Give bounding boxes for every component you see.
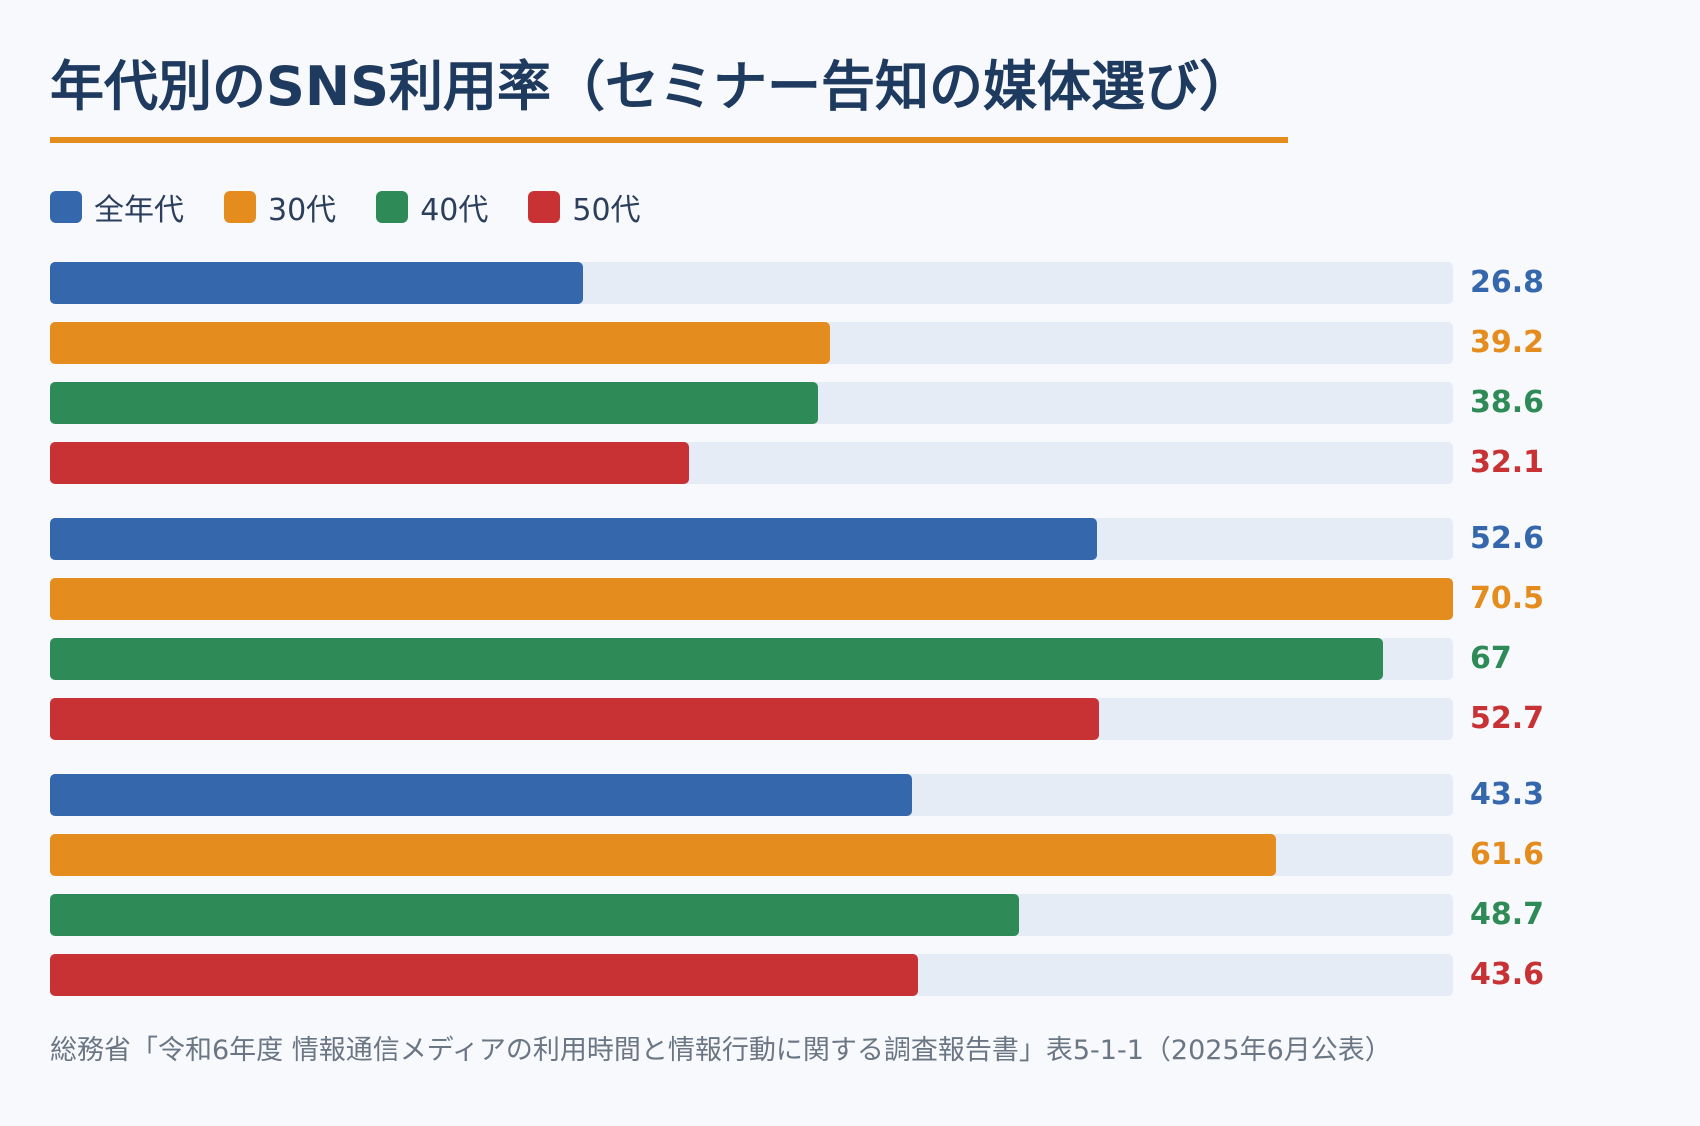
value-label: 67: [1470, 641, 1512, 676]
bar-0-group-0: [50, 262, 584, 304]
bar-2-group-0: [50, 382, 819, 424]
legend-item: 40代: [376, 185, 488, 229]
bar-1-group-2: [50, 834, 1276, 876]
value-label: 43.3: [1470, 777, 1545, 812]
legend-item: 全年代: [50, 185, 184, 229]
value-label: 48.7: [1470, 897, 1545, 932]
legend-swatch: [376, 191, 409, 223]
bar-3-group-2: [50, 954, 918, 996]
value-label: 38.6: [1470, 385, 1545, 420]
legend-label: 40代: [420, 193, 489, 228]
value-label: 43.6: [1470, 957, 1545, 992]
value-label: 39.2: [1470, 325, 1545, 360]
bar-1-group-0: [50, 322, 831, 364]
legend-label: 50代: [572, 193, 641, 228]
bar-1-group-1: [50, 578, 1453, 620]
title-underline: [50, 137, 1288, 143]
legend-swatch: [224, 191, 256, 223]
legend-swatch: [528, 191, 561, 223]
value-label: 52.7: [1470, 701, 1545, 736]
bar-3-group-0: [50, 442, 689, 484]
legend-label: 30代: [268, 193, 337, 228]
value-label: 61.6: [1470, 837, 1545, 872]
legend-item: 30代: [224, 185, 336, 229]
legend: 全年代 30代 40代 50代: [50, 185, 681, 229]
value-label: 26.8: [1470, 265, 1545, 300]
bar-0-group-1: [50, 518, 1097, 560]
bar-3-group-1: [50, 698, 1099, 740]
legend-swatch: [50, 191, 82, 223]
value-label: 32.1: [1470, 445, 1545, 480]
chart-title: 年代別のSNS利用率（セミナー告知の媒体選び）: [50, 55, 1253, 118]
bar-2-group-1: [50, 638, 1384, 680]
legend-label: 全年代: [94, 193, 184, 228]
bar-2-group-2: [50, 894, 1020, 936]
bar-0-group-2: [50, 774, 912, 816]
legend-item: 50代: [528, 185, 641, 229]
value-label: 52.6: [1470, 521, 1545, 556]
source-note: 総務省「令和6年度 情報通信メディアの利用時間と情報行動に関する調査報告書」表5…: [50, 1035, 1392, 1066]
value-label: 70.5: [1470, 581, 1545, 616]
